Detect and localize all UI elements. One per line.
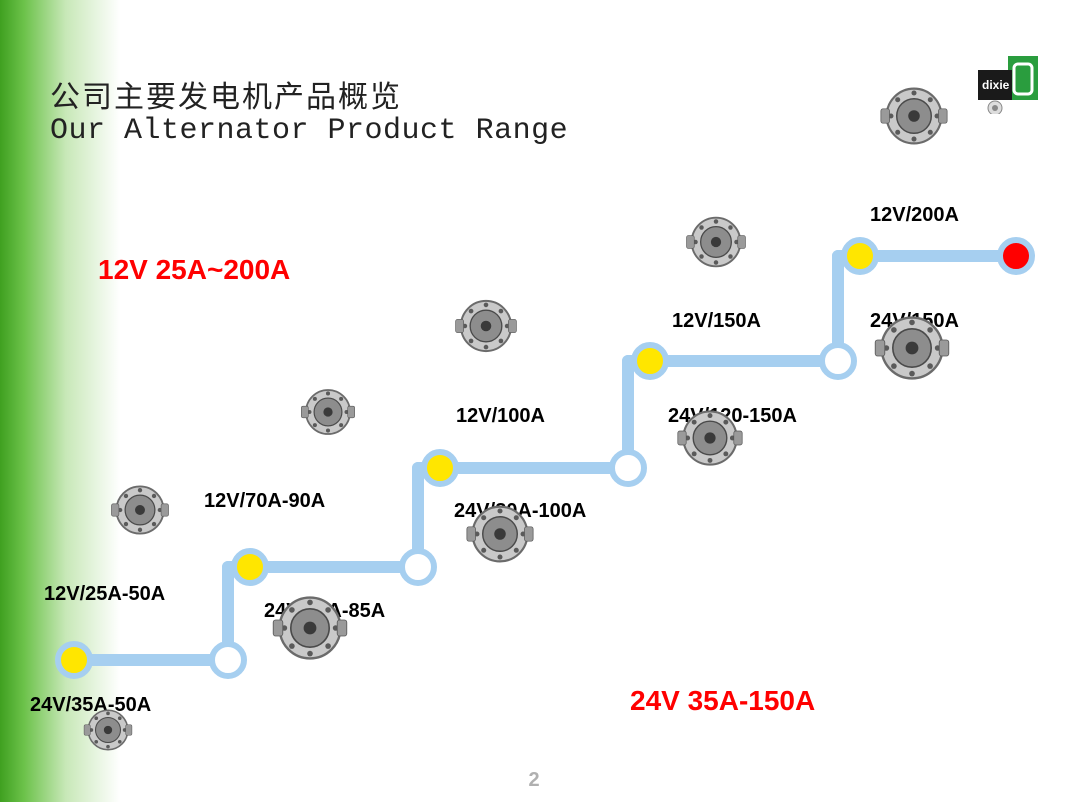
spec-label: 24V/120-150A [668,405,797,428]
spec-label: 12V/25A-50A [44,583,165,606]
step-node [424,452,456,484]
step-node [634,345,666,377]
step-node [1000,240,1032,272]
svg-text:dixie: dixie [982,78,1010,92]
title-english: Our Alternator Product Range [50,114,568,148]
step-node [212,644,244,676]
spec-label: 12V/150A [672,310,761,333]
spec-label: 12V/200A [870,204,959,227]
step-node [844,240,876,272]
spec-label: 24V/35A-50A [30,694,151,717]
step-node [402,551,434,583]
step-node [612,452,644,484]
alternator-icon [684,210,748,279]
step-node [234,551,266,583]
spec-label: 12V/100A [456,405,545,428]
alternator-icon [453,293,519,364]
alternator-icon [878,80,950,157]
spec-label: 12V/70A-90A [204,490,325,513]
alternator-icon [299,383,357,446]
spec-label: 24V/80A-100A [454,500,586,523]
range-24v-header: 24V 35A-150A [630,685,815,717]
page-number: 2 [528,769,539,792]
range-12v-header: 12V 25A~200A [98,254,290,286]
spec-label: 24V/150A [870,310,959,333]
step-node [822,345,854,377]
spec-label: 24V 55A-85A [264,600,385,623]
company-logo: dixie [978,56,1038,114]
title-chinese: 公司主要发电机产品概览 [50,72,402,116]
